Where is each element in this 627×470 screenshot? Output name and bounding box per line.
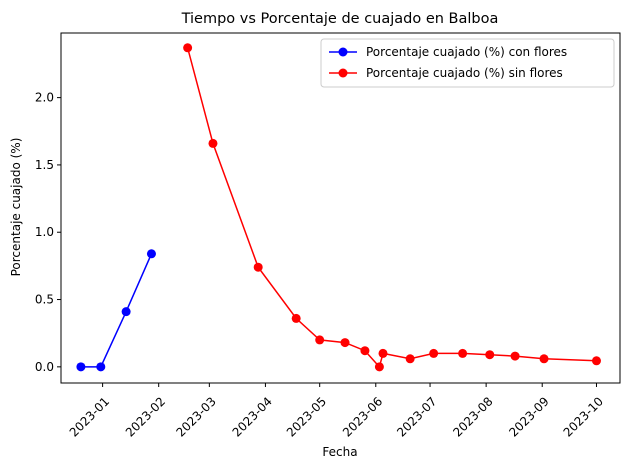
y-axis-ticks: 0.0 0.5 1.0 1.5 2.0 <box>35 91 61 374</box>
x-axis-title: Fecha <box>322 445 357 459</box>
data-point <box>485 350 495 360</box>
data-point <box>291 313 301 323</box>
y-tick-label: 1.0 <box>35 225 54 239</box>
data-point <box>378 348 388 358</box>
x-tick-label: 2023-06 <box>340 394 385 439</box>
x-tick-label: 2023-03 <box>174 394 219 439</box>
data-point <box>121 307 131 317</box>
x-tick-label: 2023-05 <box>284 394 329 439</box>
data-point <box>374 362 384 372</box>
plot-frame <box>60 32 621 384</box>
x-tick-label: 2023-07 <box>394 394 439 439</box>
legend-frame <box>320 38 615 88</box>
y-tick-label: 2.0 <box>35 91 54 105</box>
data-point <box>405 354 415 364</box>
data-point <box>510 351 520 361</box>
data-point <box>253 262 263 272</box>
data-point <box>96 362 106 372</box>
series-line-2 <box>186 47 597 369</box>
data-point <box>429 348 439 358</box>
data-point <box>458 348 468 358</box>
legend-marker <box>338 47 348 57</box>
x-axis-ticks: 2023-01 2023-02 2023-03 2023-04 2023-05 2023-… <box>67 383 606 440</box>
chart-title: Tiempo vs Porcentaje de cuajado en Balbo… <box>181 11 499 27</box>
data-point <box>146 249 156 259</box>
data-point <box>340 338 350 348</box>
y-axis-title: Porcentaje cuajado (%) <box>9 138 23 277</box>
x-tick-label: 2023-09 <box>506 394 551 439</box>
x-tick-label: 2023-02 <box>123 394 168 439</box>
data-point <box>539 354 549 364</box>
data-point <box>591 356 601 366</box>
data-point <box>76 362 86 372</box>
plot-area <box>60 32 621 384</box>
data-point <box>360 346 370 356</box>
legend-label: Porcentaje cuajado (%) con flores <box>366 45 567 59</box>
data-point <box>208 138 218 148</box>
y-tick-label: 0.5 <box>35 293 54 307</box>
x-tick-label: 2023-01 <box>67 394 112 439</box>
y-tick-label: 0.0 <box>35 360 54 374</box>
data-point <box>315 335 325 345</box>
x-tick-label: 2023-04 <box>230 394 275 439</box>
legend-marker <box>338 68 348 78</box>
x-tick-label: 2023-08 <box>450 394 495 439</box>
series-line-1 <box>80 253 153 368</box>
data-point <box>183 43 193 53</box>
x-tick-label: 2023-10 <box>561 394 606 439</box>
y-tick-label: 1.5 <box>35 158 54 172</box>
legend: Porcentaje cuajado (%) con flores Porcent… <box>320 38 615 88</box>
legend-label: Porcentaje cuajado (%) sin flores <box>366 66 563 80</box>
